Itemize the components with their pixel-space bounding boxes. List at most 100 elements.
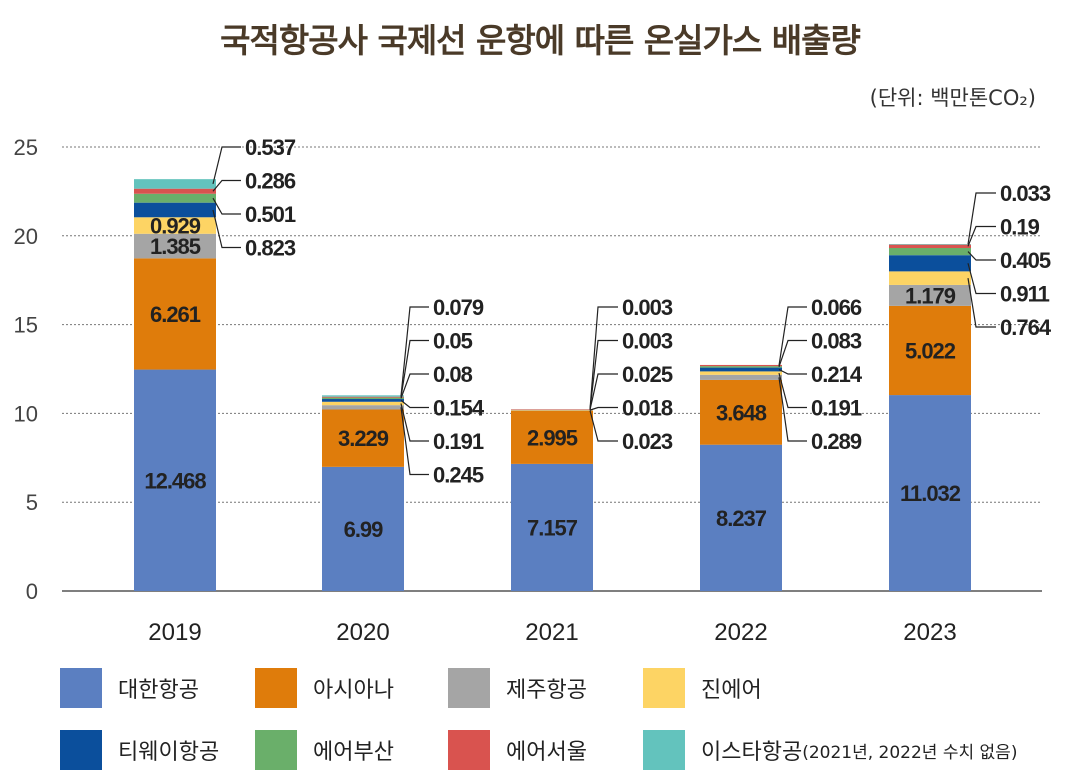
- legend-item-asiana: 아시아나: [255, 668, 394, 708]
- legend-swatch: [448, 730, 490, 770]
- leader-line: [778, 372, 807, 409]
- callout-label: 0.286: [245, 169, 296, 194]
- bar-segment: [134, 258, 216, 370]
- data-label: 12.468: [144, 468, 206, 493]
- bar-segment: [322, 401, 404, 406]
- callout-label: 0.501: [245, 202, 296, 227]
- leader-line: [778, 377, 807, 442]
- bar-segment: [511, 409, 593, 410]
- x-tick-label: 2020: [336, 619, 389, 646]
- y-tick-label: 0: [26, 579, 38, 604]
- bar-segment: [889, 284, 971, 306]
- callout-label: 0.025: [622, 362, 673, 387]
- leader-line: [400, 407, 429, 476]
- x-tick-label: 2022: [714, 619, 767, 646]
- x-tick-label: 2021: [525, 619, 578, 646]
- bar-segment: [700, 364, 782, 367]
- callout-label: 0.003: [622, 295, 673, 320]
- bar-segment: [889, 395, 971, 591]
- legend-item-air-busan: 에어부산: [255, 730, 394, 770]
- bar-segment: [511, 463, 593, 591]
- y-tick-label: 15: [14, 313, 38, 338]
- bar-segment: [889, 271, 971, 285]
- legend-label: 진에어: [701, 678, 762, 703]
- callout-label: 0.245: [433, 463, 484, 488]
- unit-label: (단위: 백만톤CO₂): [869, 86, 1036, 110]
- bar-segment: [322, 399, 404, 402]
- legend-swatch: [60, 668, 102, 708]
- legend-label: 티웨이항공: [118, 740, 220, 765]
- bar-segment: [134, 217, 216, 234]
- callout-label: 0.764: [1000, 315, 1052, 340]
- bar-segment: [700, 371, 782, 375]
- legend-item-eastar-jet: 이스타항공 (2021년, 2022년 수치 없음): [643, 730, 1017, 770]
- leader-line: [400, 339, 429, 398]
- data-label: 6.99: [344, 517, 384, 542]
- legend-label: 대한항공: [118, 678, 199, 703]
- bar-segment: [322, 405, 404, 410]
- data-label: 3.229: [338, 426, 389, 451]
- bar-segment: [134, 202, 216, 218]
- bar-segment: [700, 366, 782, 368]
- callout-label: 0.191: [433, 429, 484, 454]
- leader-line: [967, 278, 996, 328]
- leader-line: [967, 192, 996, 245]
- legend-swatch: [643, 668, 685, 708]
- bar-segment: [322, 396, 404, 398]
- leader-line: [967, 263, 996, 295]
- callout-label: 0.537: [245, 135, 296, 160]
- x-tick-label: 2019: [148, 619, 201, 646]
- bar-segment: [134, 188, 216, 194]
- bar-segment: [511, 410, 593, 464]
- callout-label: 0.05: [433, 329, 473, 354]
- bar-segment: [700, 379, 782, 445]
- leader-line: [212, 179, 241, 192]
- bar-segment: [700, 374, 782, 380]
- leader-line: [212, 209, 241, 249]
- leader-line: [589, 306, 618, 410]
- legend-label: 에어서울: [506, 740, 587, 765]
- callout-label: 0.083: [811, 329, 862, 354]
- callout-label: 0.066: [811, 295, 862, 320]
- legend-item-jeju-air: 제주항공: [448, 668, 587, 708]
- callout-label: 0.191: [811, 396, 862, 421]
- callout-label: 0.911: [1000, 282, 1050, 307]
- leader-line: [400, 306, 429, 397]
- bar-segment: [700, 444, 782, 591]
- legend-item-tway-air: 티웨이항공: [60, 730, 219, 770]
- leader-line: [589, 339, 618, 410]
- callout-label: 0.023: [622, 429, 673, 454]
- legend-swatch: [60, 730, 102, 770]
- legend-swatch: [255, 668, 297, 708]
- y-tick-label: 20: [14, 224, 38, 249]
- data-label: 3.648: [716, 400, 767, 425]
- legend-item-air-seoul: 에어서울: [448, 730, 587, 770]
- leader-line: [212, 197, 241, 215]
- bar-segment: [134, 369, 216, 591]
- bar-segment: [889, 305, 971, 396]
- data-label: 7.157: [527, 515, 578, 540]
- callout-label: 0.214: [811, 362, 863, 387]
- callout-label: 0.018: [622, 396, 673, 421]
- leader-line: [589, 406, 618, 411]
- data-label: 6.261: [150, 302, 201, 327]
- data-label: 2.995: [527, 425, 578, 450]
- bar-segment: [134, 233, 216, 259]
- callout-label: 0.405: [1000, 248, 1051, 273]
- bar-segment: [511, 410, 593, 411]
- callout-label: 0.289: [811, 429, 862, 454]
- data-label: 1.385: [150, 234, 201, 259]
- leader-line: [778, 306, 807, 366]
- bar-segment: [889, 255, 971, 272]
- leader-line: [967, 225, 996, 247]
- callout-label: 0.033: [1000, 181, 1051, 206]
- callout-label: 0.823: [245, 236, 296, 261]
- data-label: 8.237: [716, 506, 767, 531]
- data-label: 5.022: [905, 338, 956, 363]
- bar-segment: [700, 367, 782, 372]
- leader-line: [212, 146, 241, 185]
- leader-line: [400, 373, 429, 399]
- legend-swatch: [448, 668, 490, 708]
- leader-line: [400, 399, 429, 409]
